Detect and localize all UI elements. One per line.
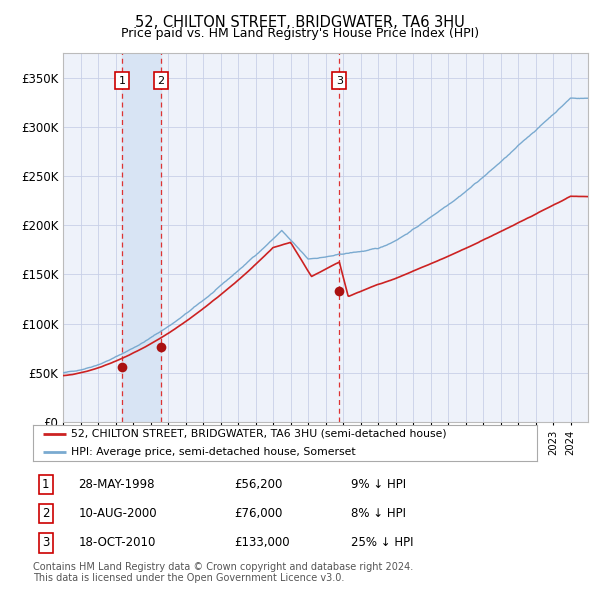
Text: 9% ↓ HPI: 9% ↓ HPI xyxy=(350,478,406,491)
Text: Price paid vs. HM Land Registry's House Price Index (HPI): Price paid vs. HM Land Registry's House … xyxy=(121,27,479,40)
Text: 28-MAY-1998: 28-MAY-1998 xyxy=(79,478,155,491)
Text: 3: 3 xyxy=(42,536,49,549)
Text: 52, CHILTON STREET, BRIDGWATER, TA6 3HU (semi-detached house): 52, CHILTON STREET, BRIDGWATER, TA6 3HU … xyxy=(71,429,446,439)
Bar xyxy=(122,53,161,422)
Text: 1: 1 xyxy=(42,478,49,491)
Text: 10-AUG-2000: 10-AUG-2000 xyxy=(79,507,157,520)
Text: 8% ↓ HPI: 8% ↓ HPI xyxy=(350,507,406,520)
Text: 18-OCT-2010: 18-OCT-2010 xyxy=(79,536,156,549)
Text: Contains HM Land Registry data © Crown copyright and database right 2024.
This d: Contains HM Land Registry data © Crown c… xyxy=(33,562,413,584)
Text: 2: 2 xyxy=(42,507,49,520)
Text: HPI: Average price, semi-detached house, Somerset: HPI: Average price, semi-detached house,… xyxy=(71,447,355,457)
Text: £76,000: £76,000 xyxy=(235,507,283,520)
Text: 52, CHILTON STREET, BRIDGWATER, TA6 3HU: 52, CHILTON STREET, BRIDGWATER, TA6 3HU xyxy=(135,15,465,30)
Text: 2: 2 xyxy=(158,76,165,86)
Text: 25% ↓ HPI: 25% ↓ HPI xyxy=(350,536,413,549)
Text: £56,200: £56,200 xyxy=(235,478,283,491)
Text: 1: 1 xyxy=(119,76,125,86)
Text: 3: 3 xyxy=(336,76,343,86)
Text: £133,000: £133,000 xyxy=(235,536,290,549)
